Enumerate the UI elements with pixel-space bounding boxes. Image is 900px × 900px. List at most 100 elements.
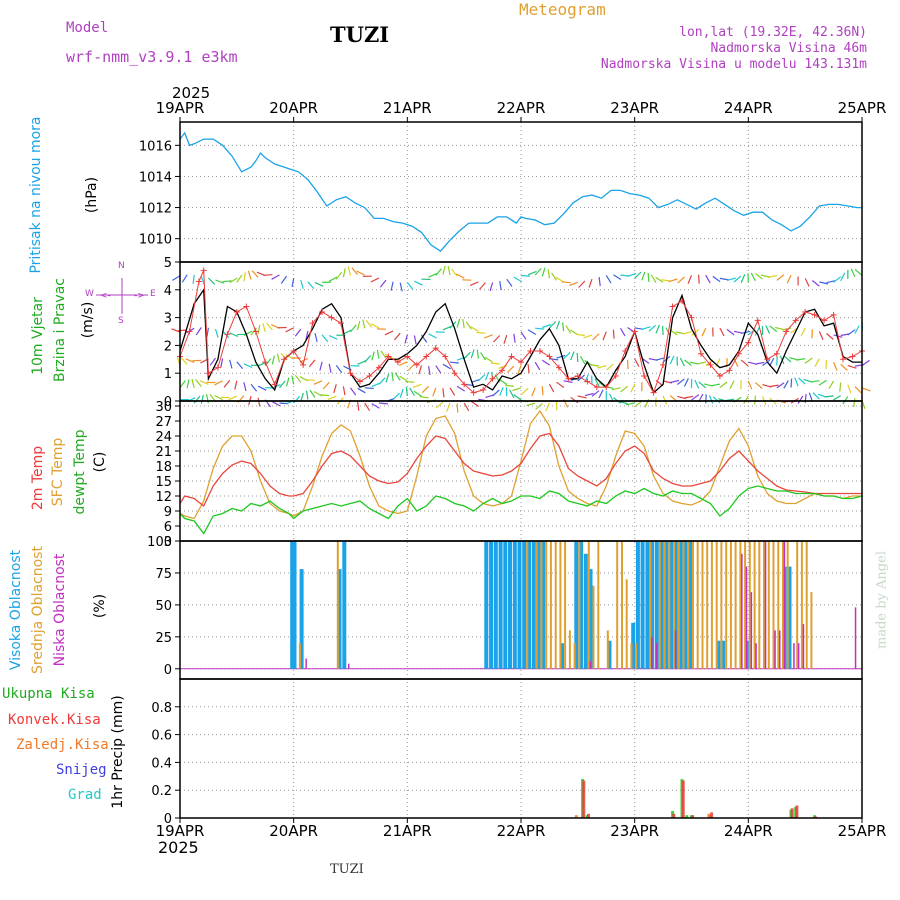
gust-marker bbox=[281, 356, 288, 363]
wind-arrow bbox=[294, 328, 302, 337]
y-tick-label: 0.6 bbox=[151, 729, 172, 744]
cloud-bar-high bbox=[574, 541, 579, 669]
cloud-bar-high bbox=[489, 541, 494, 669]
wind-arrow bbox=[683, 378, 689, 387]
wind-arrow bbox=[569, 281, 579, 286]
precip-bar-convective bbox=[587, 813, 590, 818]
wind-arrow bbox=[250, 383, 258, 392]
gust-marker bbox=[508, 353, 515, 360]
y-tick-label: 4 bbox=[164, 284, 172, 299]
wind-arrow bbox=[327, 395, 337, 400]
wind-arrow bbox=[655, 324, 660, 334]
svg-text:<-: <- bbox=[100, 291, 111, 301]
cloud-bar-mid bbox=[763, 541, 765, 669]
y-tick-label: 1014 bbox=[139, 170, 172, 185]
wind-arrow bbox=[755, 382, 763, 389]
cloud-bar-mid bbox=[545, 541, 548, 669]
wind-arrow bbox=[513, 333, 516, 343]
gust-marker bbox=[754, 317, 761, 324]
wind-arrow bbox=[743, 395, 749, 404]
cloud-bar-high bbox=[541, 541, 546, 669]
gust-marker bbox=[735, 350, 742, 357]
wind-arrow bbox=[545, 402, 550, 412]
x-tick-label-bottom: 25APR bbox=[838, 822, 887, 840]
gust-marker bbox=[764, 356, 771, 363]
gust-marker bbox=[480, 386, 487, 393]
wind-arrow bbox=[328, 363, 332, 373]
wind-arrow bbox=[750, 272, 756, 282]
cloud-bar-high bbox=[631, 622, 636, 669]
wind-arrow bbox=[321, 334, 329, 343]
wind-arrow bbox=[179, 380, 186, 389]
cloud-bar-mid bbox=[526, 541, 529, 669]
wind-arrow bbox=[786, 274, 792, 284]
svg-text:->: -> bbox=[134, 291, 145, 301]
wind-arrow bbox=[619, 327, 626, 337]
wind-arrow bbox=[818, 379, 827, 386]
wind-arrow bbox=[470, 349, 475, 359]
cloud-bar-mid bbox=[540, 541, 543, 669]
wind-arrow bbox=[705, 274, 711, 284]
wind-arrow bbox=[698, 381, 707, 389]
gust-marker bbox=[660, 361, 667, 368]
year-top: 2025 bbox=[172, 84, 211, 102]
wind-arrow bbox=[228, 395, 238, 401]
wind-arrow bbox=[687, 275, 693, 284]
gust-marker bbox=[385, 353, 392, 360]
wind-arrow bbox=[263, 274, 273, 276]
gust-marker bbox=[356, 378, 363, 385]
wind-arrow bbox=[670, 379, 680, 384]
wind-arrow bbox=[726, 328, 735, 336]
wind-arrow bbox=[541, 386, 544, 396]
legend-snow: Snijeg bbox=[56, 762, 107, 778]
wind-arrow bbox=[271, 274, 280, 280]
wind-arrow bbox=[313, 380, 323, 385]
wind-arrow bbox=[291, 375, 295, 385]
cloud-bar-low bbox=[854, 607, 857, 669]
cloud-bar-mid bbox=[658, 541, 661, 669]
wind-arrow bbox=[740, 359, 749, 367]
wind-arrow bbox=[257, 324, 261, 335]
wind-arrow bbox=[705, 394, 707, 404]
wind-arrow bbox=[641, 271, 646, 281]
wind-arrow bbox=[446, 402, 451, 412]
coords-label: lon,lat (19.32E, 42.36N) bbox=[679, 25, 867, 40]
wind-arrow bbox=[371, 403, 380, 409]
cloud-bar-mid bbox=[568, 630, 571, 669]
wind-arrow bbox=[796, 358, 806, 361]
precip-bar-total bbox=[685, 815, 689, 818]
wind-speed-line bbox=[179, 287, 862, 394]
wind-arrow bbox=[209, 357, 216, 366]
wind-arrow bbox=[602, 331, 607, 341]
wind-arrow bbox=[185, 358, 195, 363]
wind-arrow bbox=[262, 323, 266, 333]
wind-arrow bbox=[314, 282, 324, 287]
wind-arrow bbox=[583, 334, 593, 339]
wind-arrow bbox=[541, 359, 551, 366]
wind-arrow bbox=[294, 374, 302, 383]
precip-bar-convective bbox=[710, 812, 714, 818]
gust-marker bbox=[224, 331, 231, 338]
gust-marker bbox=[499, 367, 506, 374]
wind-arrow bbox=[414, 280, 423, 286]
wind-arrow bbox=[234, 380, 238, 390]
wind-arrow bbox=[840, 363, 848, 371]
cloud-bar-mid bbox=[549, 541, 552, 669]
wind-arrow bbox=[309, 389, 316, 398]
wind-arrow bbox=[314, 332, 318, 342]
cloud-bar-high bbox=[716, 640, 721, 669]
cloud-bar-high bbox=[517, 541, 522, 669]
cloud-bar-low bbox=[674, 630, 677, 669]
wind-arrow bbox=[790, 378, 793, 388]
cloud-bar-mid bbox=[677, 541, 680, 669]
y-tick-label: 0.2 bbox=[151, 784, 172, 799]
wind-arrow bbox=[506, 278, 513, 287]
gust-marker bbox=[518, 359, 524, 366]
wind-arrow bbox=[428, 272, 438, 278]
year-bottom: 2025 bbox=[158, 838, 199, 857]
wind-arrow bbox=[576, 352, 579, 363]
wind-arrow bbox=[591, 390, 600, 397]
wind-arrow bbox=[499, 281, 502, 291]
wind-arrow bbox=[694, 379, 700, 389]
wind-arrow bbox=[625, 402, 635, 406]
